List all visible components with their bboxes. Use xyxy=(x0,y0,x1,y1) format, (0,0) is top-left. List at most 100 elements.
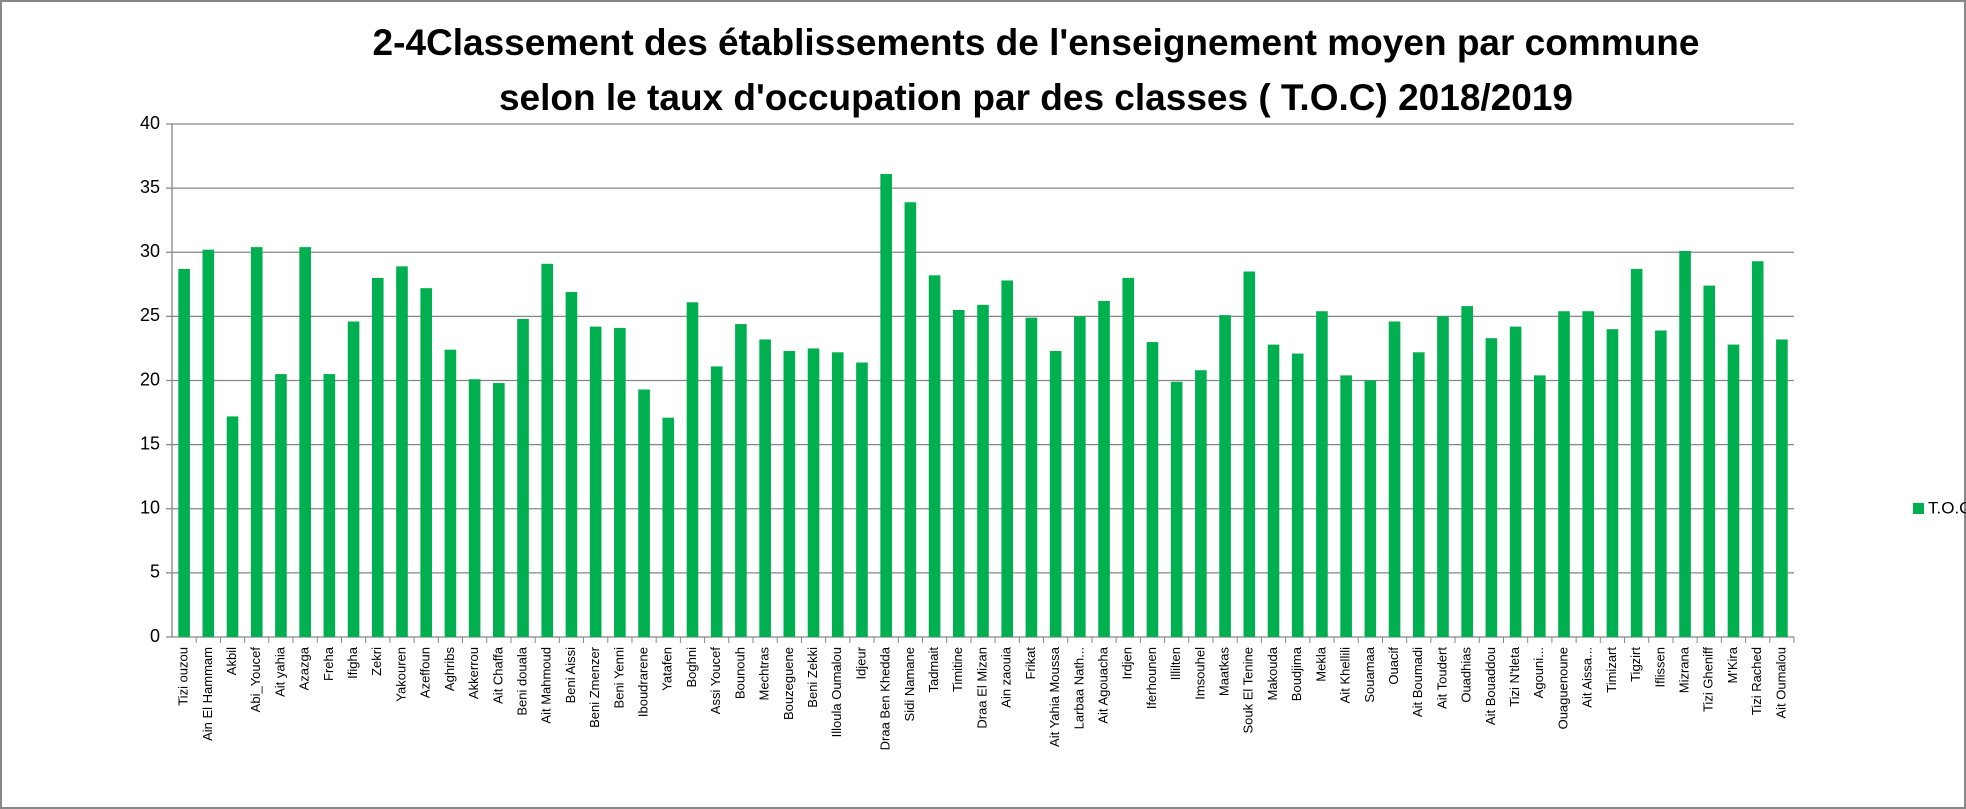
bar xyxy=(1461,306,1473,637)
x-tick-label: Yatafen xyxy=(660,647,675,691)
bar xyxy=(1509,326,1522,637)
x-tick-label: Mizrana xyxy=(1676,646,1691,693)
x-tick-label: Bounouh xyxy=(732,647,747,699)
x-tick-label: Mechtras xyxy=(757,647,772,701)
x-tick-label: Agouni... xyxy=(1531,647,1546,698)
x-tick-label: Aghribs xyxy=(442,647,457,692)
bar xyxy=(783,351,796,637)
bar xyxy=(1703,285,1716,637)
y-tick-label: 5 xyxy=(150,562,160,582)
bar xyxy=(1340,375,1352,637)
bar xyxy=(178,268,190,637)
x-tick-label: Ait yahia xyxy=(272,646,287,697)
bar xyxy=(1582,311,1595,637)
bar xyxy=(1727,344,1740,637)
x-tick-label: Freha xyxy=(321,646,336,681)
bar xyxy=(880,174,892,637)
bar xyxy=(662,417,675,637)
x-tick-label: Beni douala xyxy=(514,646,529,715)
bar xyxy=(1267,344,1280,637)
bar xyxy=(202,249,215,637)
bar xyxy=(735,324,747,637)
bar xyxy=(904,202,917,638)
x-tick-label: Maatkas xyxy=(1217,647,1232,697)
bar xyxy=(638,389,650,637)
x-tick-label: Draa Ben Khedda xyxy=(878,646,893,750)
x-tick-label: Zekri xyxy=(369,647,384,676)
x-tick-label: Boghni xyxy=(684,647,699,688)
bar xyxy=(468,379,481,637)
chart-title: 2-4Classement des établissements de l'en… xyxy=(373,22,1700,63)
bar xyxy=(1195,370,1207,637)
bar xyxy=(710,366,723,637)
bar xyxy=(517,318,529,637)
bar xyxy=(928,275,941,637)
bar xyxy=(977,304,989,637)
x-tick-label: Ait Chaffa xyxy=(490,646,505,704)
x-tick-label: Bouzeguene xyxy=(781,647,796,720)
bar xyxy=(541,263,554,637)
x-tick-label: Tigzirt xyxy=(1628,647,1643,682)
x-tick-label: Frikat xyxy=(1023,647,1038,680)
bar xyxy=(1146,342,1159,637)
x-tick-label: Akbil xyxy=(224,647,239,675)
bar xyxy=(226,416,239,637)
y-tick-label: 25 xyxy=(140,305,160,325)
x-tick-label: Azeffoun xyxy=(418,647,433,698)
bar xyxy=(1025,317,1038,637)
bar xyxy=(565,292,578,637)
x-tick-label: Souk El Tenine xyxy=(1241,647,1256,734)
x-tick-label: Souamaa xyxy=(1362,646,1377,702)
bar xyxy=(1437,316,1449,637)
x-tick-label: M'Kira xyxy=(1725,646,1740,683)
bar xyxy=(1533,375,1546,637)
bar xyxy=(686,302,699,637)
x-tick-label: Ain El Hammam xyxy=(200,647,215,741)
x-tick-label: Ait Yahia Moussa xyxy=(1047,646,1062,747)
bar xyxy=(1388,321,1401,637)
bar xyxy=(493,383,505,637)
y-tick-label: 40 xyxy=(140,113,160,133)
y-tick-label: 35 xyxy=(140,177,160,197)
bar xyxy=(1122,277,1135,637)
x-tick-label: Illilten xyxy=(1168,647,1183,680)
x-tick-label: Draa El Mizan xyxy=(974,647,989,729)
bar xyxy=(323,374,336,637)
legend-swatch xyxy=(1913,503,1924,514)
x-tick-label: Ouadhias xyxy=(1459,647,1474,703)
x-tick-label: Ain zaouia xyxy=(999,646,1014,707)
x-tick-label: Tizi Gheniff xyxy=(1701,647,1716,712)
x-tick-label: Ouaguenoune xyxy=(1555,647,1570,729)
bar xyxy=(1558,311,1570,637)
x-tick-label: Tizi Rached xyxy=(1749,647,1764,715)
chart-title: selon le taux d'occupation par des class… xyxy=(499,77,1573,118)
x-tick-label: Ifigha xyxy=(345,646,360,679)
x-tick-label: Tadmait xyxy=(926,647,941,693)
x-tick-label: Timizart xyxy=(1604,647,1619,693)
bar xyxy=(1098,300,1110,637)
x-tick-label: Ait Bouaddou xyxy=(1483,647,1498,725)
x-tick-label: Beni Zmenzer xyxy=(587,646,602,728)
x-tick-label: Iboudrarene xyxy=(636,647,651,717)
bar xyxy=(1219,315,1231,637)
bar xyxy=(396,266,408,637)
bar xyxy=(1630,268,1643,637)
x-tick-label: Sidi Namane xyxy=(902,647,917,721)
bar xyxy=(1606,329,1619,637)
bar xyxy=(1412,352,1425,637)
legend-label: T.O.C xyxy=(1928,498,1966,517)
x-tick-label: Ait Oumalou xyxy=(1773,647,1788,719)
x-tick-label: Ait Khellili xyxy=(1338,647,1353,703)
y-tick-label: 15 xyxy=(140,433,160,453)
bar xyxy=(420,288,433,637)
y-tick-label: 20 xyxy=(140,369,160,389)
x-tick-label: Beni Aissi xyxy=(563,647,578,703)
bar xyxy=(275,374,287,637)
bar xyxy=(1001,280,1014,637)
bar xyxy=(1170,381,1183,637)
x-tick-label: Assi Youcef xyxy=(708,647,723,715)
x-tick-label: Ait Aissa... xyxy=(1580,647,1595,708)
x-tick-label: Ouacif xyxy=(1386,647,1401,685)
bar xyxy=(1679,250,1691,637)
